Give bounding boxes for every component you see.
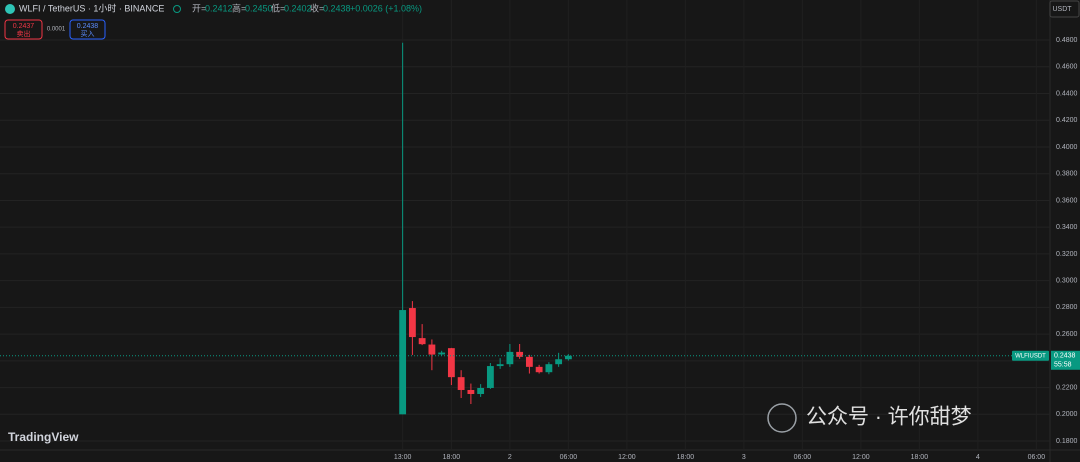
candle-body bbox=[564, 355, 572, 360]
y-tick-label: 0.1800 bbox=[1056, 438, 1078, 445]
y-tick-label: 0.3400 bbox=[1056, 224, 1078, 231]
y-tick-label: 0.3800 bbox=[1056, 171, 1078, 178]
status-icon bbox=[173, 5, 181, 13]
currency-box[interactable] bbox=[1049, 0, 1080, 18]
close-value: 0.2438 bbox=[323, 3, 351, 13]
high-label: 高= bbox=[232, 2, 246, 13]
sell-button[interactable] bbox=[4, 19, 43, 40]
y-tick-label: 0.4200 bbox=[1056, 117, 1078, 124]
x-tick-label: 18:00 bbox=[911, 454, 929, 461]
candle-body bbox=[447, 348, 455, 378]
close-label: 收= bbox=[310, 2, 324, 13]
watermark-icon bbox=[767, 403, 797, 433]
x-tick-label: 06:00 bbox=[560, 454, 578, 461]
candles bbox=[0, 42, 1050, 415]
y-tick-label: 0.4400 bbox=[1056, 90, 1078, 97]
symbol: WLFI / TetherUS · 1小时 · BINANCE bbox=[19, 2, 164, 13]
watermark: 公众号 · 许你甜梦 bbox=[806, 406, 972, 429]
y-tick-label: 0.3000 bbox=[1056, 277, 1078, 284]
symbol-icon bbox=[5, 4, 15, 14]
candle-body bbox=[486, 366, 494, 388]
y-tick-label: 0.3600 bbox=[1056, 197, 1078, 204]
x-tick-label: 4 bbox=[976, 454, 980, 461]
candle-body bbox=[535, 366, 543, 373]
sell-label: 卖出 bbox=[17, 29, 31, 38]
y-tick-label: 0.4800 bbox=[1056, 37, 1078, 44]
x-tick-label: 3 bbox=[742, 454, 746, 461]
x-tick-label: 18:00 bbox=[443, 454, 461, 461]
candle-body bbox=[438, 352, 446, 355]
candle-body bbox=[545, 364, 553, 373]
candle-body bbox=[506, 351, 514, 365]
x-tick-label: 06:00 bbox=[794, 454, 812, 461]
sell-price: 0.2437 bbox=[13, 23, 35, 30]
candle-body bbox=[418, 338, 426, 345]
symbol-tag bbox=[1012, 350, 1049, 361]
symbol-tag-text: WLFIUSDT bbox=[1015, 353, 1046, 359]
candle-body bbox=[457, 377, 465, 390]
high-value: 0.2450 bbox=[245, 3, 273, 13]
x-tick-label: 12:00 bbox=[618, 454, 636, 461]
open-value: 0.2412 bbox=[205, 3, 233, 13]
x-tick-label: 06:00 bbox=[1028, 454, 1046, 461]
candle-body bbox=[408, 308, 416, 338]
candle-body bbox=[496, 364, 504, 367]
price-tag bbox=[1051, 350, 1080, 370]
grid bbox=[0, 39, 1050, 442]
y-tick-label: 0.4600 bbox=[1056, 64, 1078, 71]
y-tick-label: 0.4000 bbox=[1056, 144, 1078, 151]
x-tick-label: 18:00 bbox=[677, 454, 695, 461]
candle-body bbox=[399, 310, 407, 415]
y-tick-label: 0.3200 bbox=[1056, 251, 1078, 258]
candle-body bbox=[467, 389, 475, 394]
x-tick-label: 12:00 bbox=[852, 454, 870, 461]
buy-label: 买入 bbox=[81, 30, 95, 38]
y-tick-label: 0.2800 bbox=[1056, 304, 1078, 311]
y-tick-label: 0.2600 bbox=[1056, 331, 1078, 338]
buy-price: 0.2438 bbox=[77, 23, 99, 30]
change: +0.0026 (+1.08%) bbox=[350, 3, 422, 13]
low-value: 0.2402 bbox=[284, 3, 312, 13]
x-tick-label: 13:00 bbox=[394, 454, 412, 461]
price-tag-countdown: 55:58 bbox=[1054, 362, 1072, 369]
axes: 0.18000.20000.22000.24000.26000.28000.30… bbox=[394, 37, 1080, 461]
candle-body bbox=[477, 387, 485, 394]
y-tick-label: 0.2200 bbox=[1056, 384, 1078, 391]
low-label: 低= bbox=[271, 2, 285, 13]
buy-button[interactable] bbox=[69, 19, 106, 40]
spread: 0.0001 bbox=[47, 27, 66, 33]
currency: USDT bbox=[1052, 6, 1072, 13]
candle-body bbox=[428, 344, 436, 355]
candle-body bbox=[555, 359, 563, 365]
open-label: 开= bbox=[192, 3, 206, 13]
price-tag-price: 0.2438 bbox=[1054, 353, 1076, 360]
logo: TradingView bbox=[8, 430, 79, 444]
x-tick-label: 2 bbox=[508, 454, 512, 461]
candle-body bbox=[516, 351, 524, 357]
candle-body bbox=[525, 356, 533, 367]
y-tick-label: 0.2000 bbox=[1056, 411, 1078, 418]
